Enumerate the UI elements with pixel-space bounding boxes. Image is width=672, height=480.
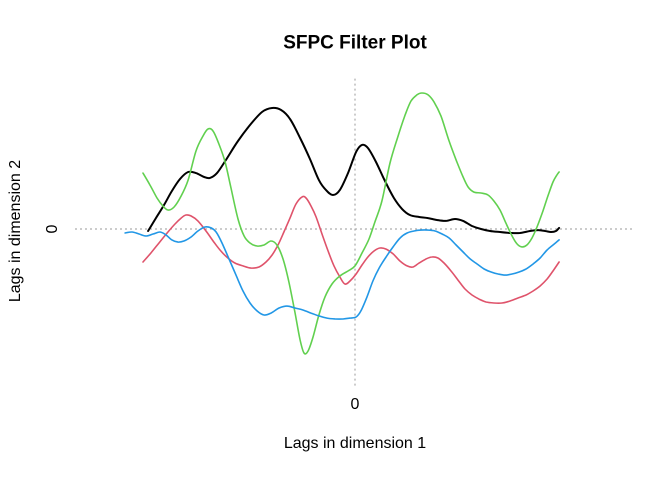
y-axis-tick-zero: 0 (44, 224, 61, 234)
curve-pink-red (142, 195, 560, 305)
plot-title: SFPC Filter Plot (283, 32, 427, 54)
curve-black (147, 106, 561, 235)
x-axis-tick-zero: 0 (350, 396, 360, 413)
y-axis-label: Lags in dimension 2 (7, 159, 24, 303)
x-axis-label: Lags in dimension 1 (283, 435, 427, 452)
curve-blue (124, 226, 560, 320)
curve-green (142, 92, 560, 355)
